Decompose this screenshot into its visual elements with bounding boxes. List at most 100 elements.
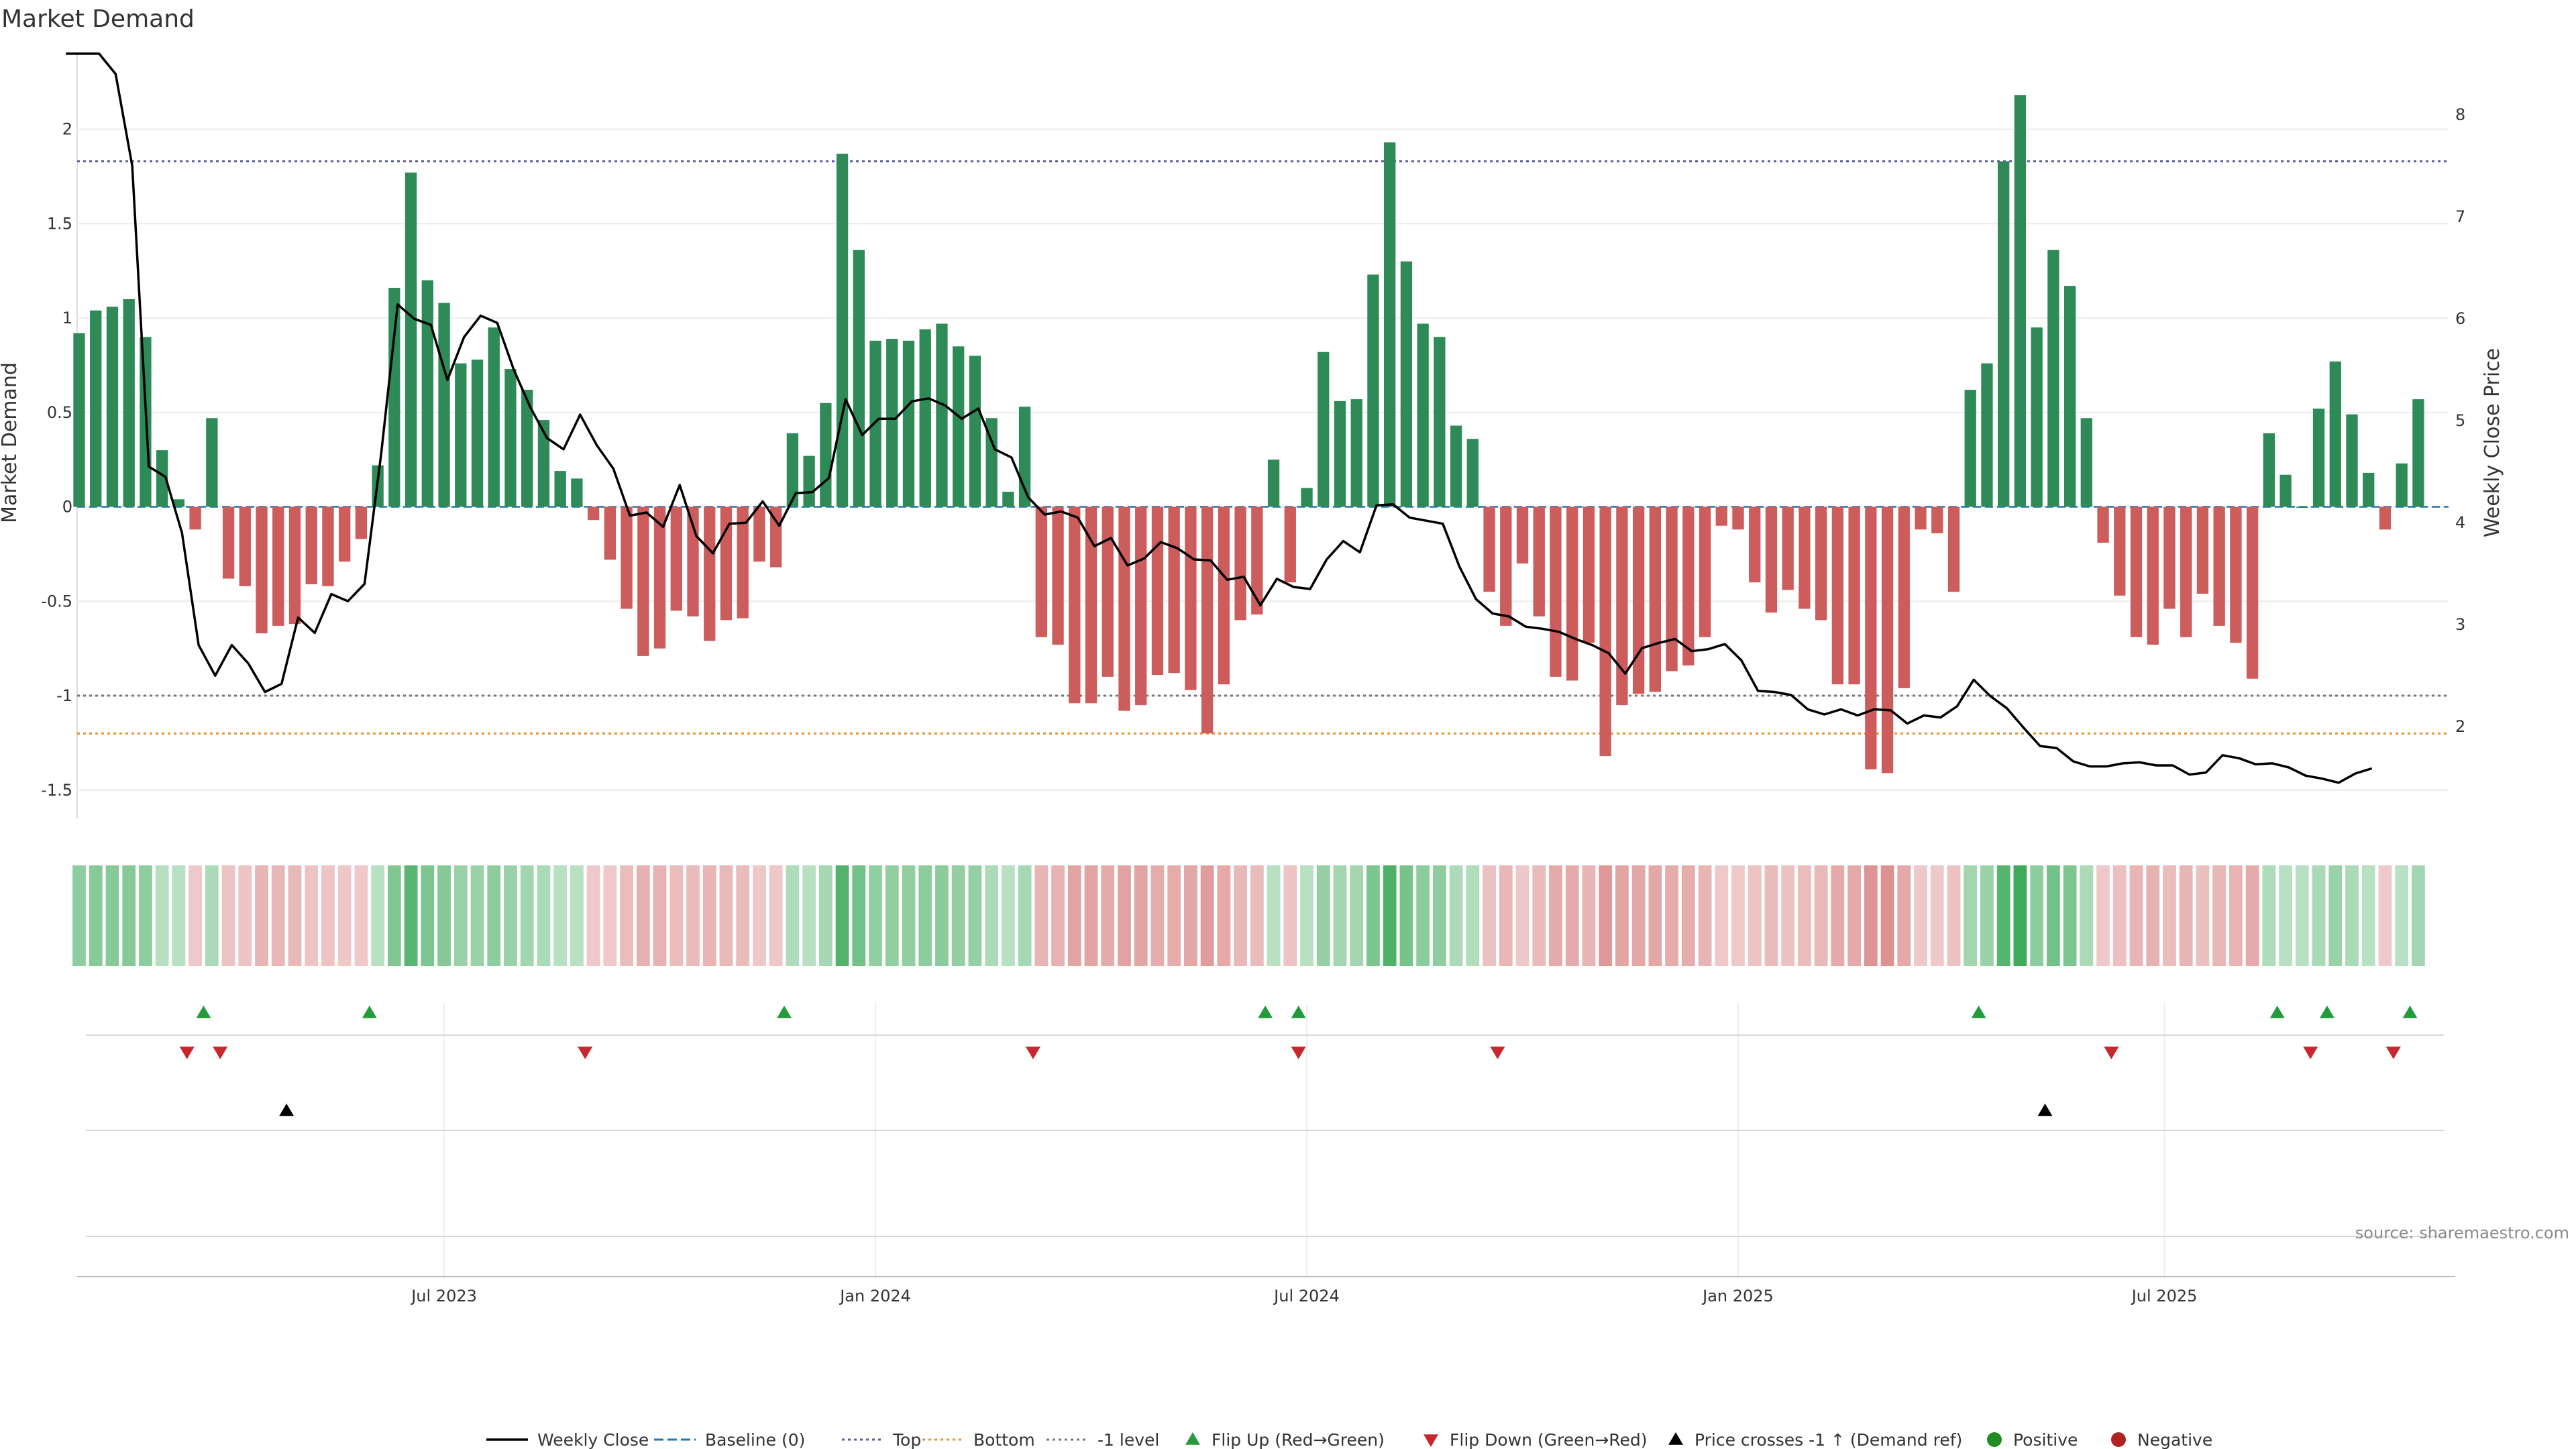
demand-strip-cell: [1383, 865, 1397, 966]
demand-bar: [1251, 506, 1263, 614]
legend-label: Top: [892, 1430, 921, 1449]
demand-strip-cell: [2279, 865, 2292, 966]
demand-bar: [521, 390, 533, 507]
demand-strip-cell: [1748, 865, 1762, 966]
demand-strip-cell: [753, 865, 766, 966]
demand-strip-cell: [553, 865, 568, 966]
demand-strip-cell: [105, 865, 119, 966]
flip-down-marker: [1291, 1046, 1306, 1059]
demand-strip-cell: [1483, 865, 1496, 966]
demand-strip-cell: [520, 865, 534, 966]
price-cross-marker: [2037, 1104, 2053, 1116]
flip-up-marker: [1258, 1006, 1273, 1018]
weekly-close-line: [66, 52, 2373, 784]
y-tick-label: -0.5: [41, 592, 72, 610]
demand-bar: [2196, 506, 2209, 594]
demand-strip-cell: [1200, 865, 1214, 966]
y2-axis-label: Weekly Close Price: [2481, 348, 2504, 537]
demand-bar: [388, 288, 400, 507]
demand-bar: [1466, 439, 1479, 507]
demand-bar: [1151, 506, 1164, 676]
demand-bar: [2412, 399, 2424, 507]
demand-bar: [239, 506, 251, 586]
demand-strip-cell: [1316, 865, 1330, 966]
demand-bar: [1915, 506, 1927, 530]
demand-strip-cell: [2395, 865, 2409, 966]
demand-strip-cell: [1731, 865, 1745, 966]
demand-bar: [985, 418, 998, 507]
demand-strip-cell: [686, 865, 700, 966]
demand-bar: [2031, 327, 2043, 507]
demand-bar: [504, 369, 517, 507]
demand-strip-cell: [72, 865, 86, 966]
demand-strip-cell: [1217, 865, 1231, 966]
demand-strip-cell: [172, 865, 186, 966]
demand-bar: [1732, 506, 1744, 530]
demand-color-strip: [72, 865, 2425, 966]
demand-strip-cell: [255, 865, 268, 966]
flip-down-marker: [1025, 1046, 1040, 1059]
demand-bar: [156, 450, 168, 507]
demand-strip-cell: [1051, 865, 1065, 966]
demand-strip-cell: [1034, 865, 1049, 966]
demand-strip-cell: [1134, 865, 1148, 966]
demand-strip-cell: [2328, 865, 2343, 966]
demand-strip-cell: [1665, 865, 1678, 966]
price-series-line: [66, 52, 2373, 784]
demand-bar: [1699, 506, 1711, 637]
demand-strip-cell: [736, 865, 750, 966]
demand-bar: [2346, 414, 2358, 507]
demand-bar: [537, 420, 550, 507]
demand-bar: [1284, 506, 1296, 583]
demand-strip-cell: [1847, 865, 1862, 966]
x-tick-label: Jan 2024: [839, 1287, 911, 1305]
demand-strip-cell: [2163, 865, 2176, 966]
demand-bar: [2014, 95, 2027, 507]
y-tick-label: 1: [62, 309, 72, 327]
demand-bar: [753, 506, 765, 562]
legend-swatch-dot: [2111, 1432, 2126, 1447]
flip-down-marker: [1490, 1046, 1505, 1059]
demand-strip-cell: [371, 865, 385, 966]
demand-bar: [1267, 460, 1280, 507]
demand-bar: [1848, 506, 1860, 685]
y-axis-label: Market Demand: [0, 362, 21, 523]
demand-strip-cell: [1964, 865, 1978, 966]
demand-strip-cell: [653, 865, 667, 966]
demand-strip-cell: [205, 865, 219, 966]
y-tick-label: 0: [62, 498, 72, 517]
demand-strip-cell: [2412, 865, 2425, 966]
demand-strip-cell: [437, 865, 451, 966]
legend-label: Flip Up (Red→Green): [1212, 1430, 1385, 1449]
demand-strip-cell: [2080, 865, 2094, 966]
demand-bars: [73, 95, 2424, 773]
demand-bar: [869, 340, 881, 507]
demand-strip-cell: [636, 865, 650, 966]
demand-strip-cell: [421, 865, 435, 966]
demand-strip-cell: [951, 865, 965, 966]
demand-strip-cell: [1399, 865, 1413, 966]
demand-strip-cell: [1350, 865, 1364, 966]
legend-label: Weekly Close: [537, 1430, 649, 1449]
demand-bar: [2130, 506, 2143, 637]
demand-bar: [488, 327, 500, 507]
x-tick-label: Jul 2023: [410, 1287, 477, 1305]
demand-strip-cell: [1084, 865, 1098, 966]
flip-down-marker: [213, 1046, 228, 1059]
demand-strip-cell: [702, 865, 716, 966]
demand-bar: [571, 478, 583, 507]
demand-strip-cell: [1897, 865, 1911, 966]
demand-bar: [853, 250, 865, 507]
demand-bar: [2147, 506, 2159, 645]
demand-bar: [1599, 506, 1611, 757]
demand-bar: [1118, 506, 1130, 711]
demand-strip-cell: [1599, 865, 1613, 966]
demand-strip-cell: [1549, 865, 1562, 966]
flip-down-marker: [2385, 1046, 2401, 1059]
demand-bar: [2379, 506, 2392, 530]
flip-down-marker: [179, 1046, 195, 1059]
demand-bar: [2213, 506, 2225, 626]
demand-strip-cell: [305, 865, 319, 966]
x-axis-ticks: Jul 2023 Jan 2024 Jul 2024 Jan 2025 Jul 2025: [410, 1287, 2197, 1305]
